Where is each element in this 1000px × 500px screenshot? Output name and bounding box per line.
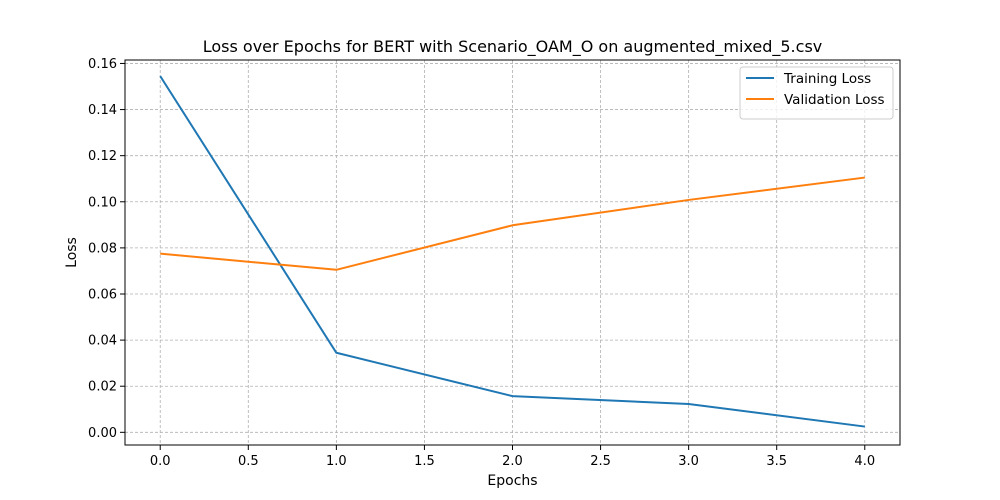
chart-title: Loss over Epochs for BERT with Scenario_… — [203, 37, 823, 57]
x-tick-label: 3.5 — [766, 454, 787, 469]
y-axis: 0.00 0.02 0.04 0.06 0.08 0.10 0.12 0.14 0.16 — [88, 57, 125, 441]
grid — [125, 60, 900, 445]
y-axis-label: Loss — [64, 237, 80, 268]
y-tick-label: 0.08 — [88, 241, 117, 256]
x-axis: 0.0 0.5 1.0 1.5 2.0 2.5 3.0 3.5 4.0 — [150, 445, 875, 469]
legend-box — [739, 66, 894, 120]
x-tick-label: 1.0 — [326, 454, 347, 469]
y-tick-label: 0.04 — [88, 334, 117, 349]
y-tick-label: 0.06 — [88, 287, 117, 302]
y-tick-label: 0.02 — [88, 380, 117, 395]
series-layer — [159, 75, 865, 428]
x-tick-label: 3.0 — [678, 454, 699, 469]
x-tick-label: 0.0 — [150, 454, 171, 469]
y-tick-label: 0.16 — [88, 57, 117, 72]
series-line-training-loss — [159, 75, 865, 428]
x-tick-label: 0.5 — [238, 454, 259, 469]
x-tick-label: 4.0 — [854, 454, 875, 469]
x-axis-label: Epochs — [487, 473, 537, 489]
y-tick-label: 0.10 — [88, 195, 117, 210]
y-tick-label: 0.14 — [88, 103, 117, 118]
y-tick-label: 0.12 — [88, 149, 117, 164]
x-tick-label: 2.5 — [590, 454, 611, 469]
legend-label-training-loss: Training Loss — [783, 71, 871, 87]
y-tick-label: 0.00 — [88, 426, 117, 441]
series-line-validation-loss — [160, 176, 865, 271]
legend-label-validation-loss: Validation Loss — [784, 92, 885, 108]
x-tick-label: 2.0 — [502, 454, 523, 469]
x-tick-label: 1.5 — [414, 454, 435, 469]
legend: Training Loss Validation Loss — [739, 66, 894, 120]
